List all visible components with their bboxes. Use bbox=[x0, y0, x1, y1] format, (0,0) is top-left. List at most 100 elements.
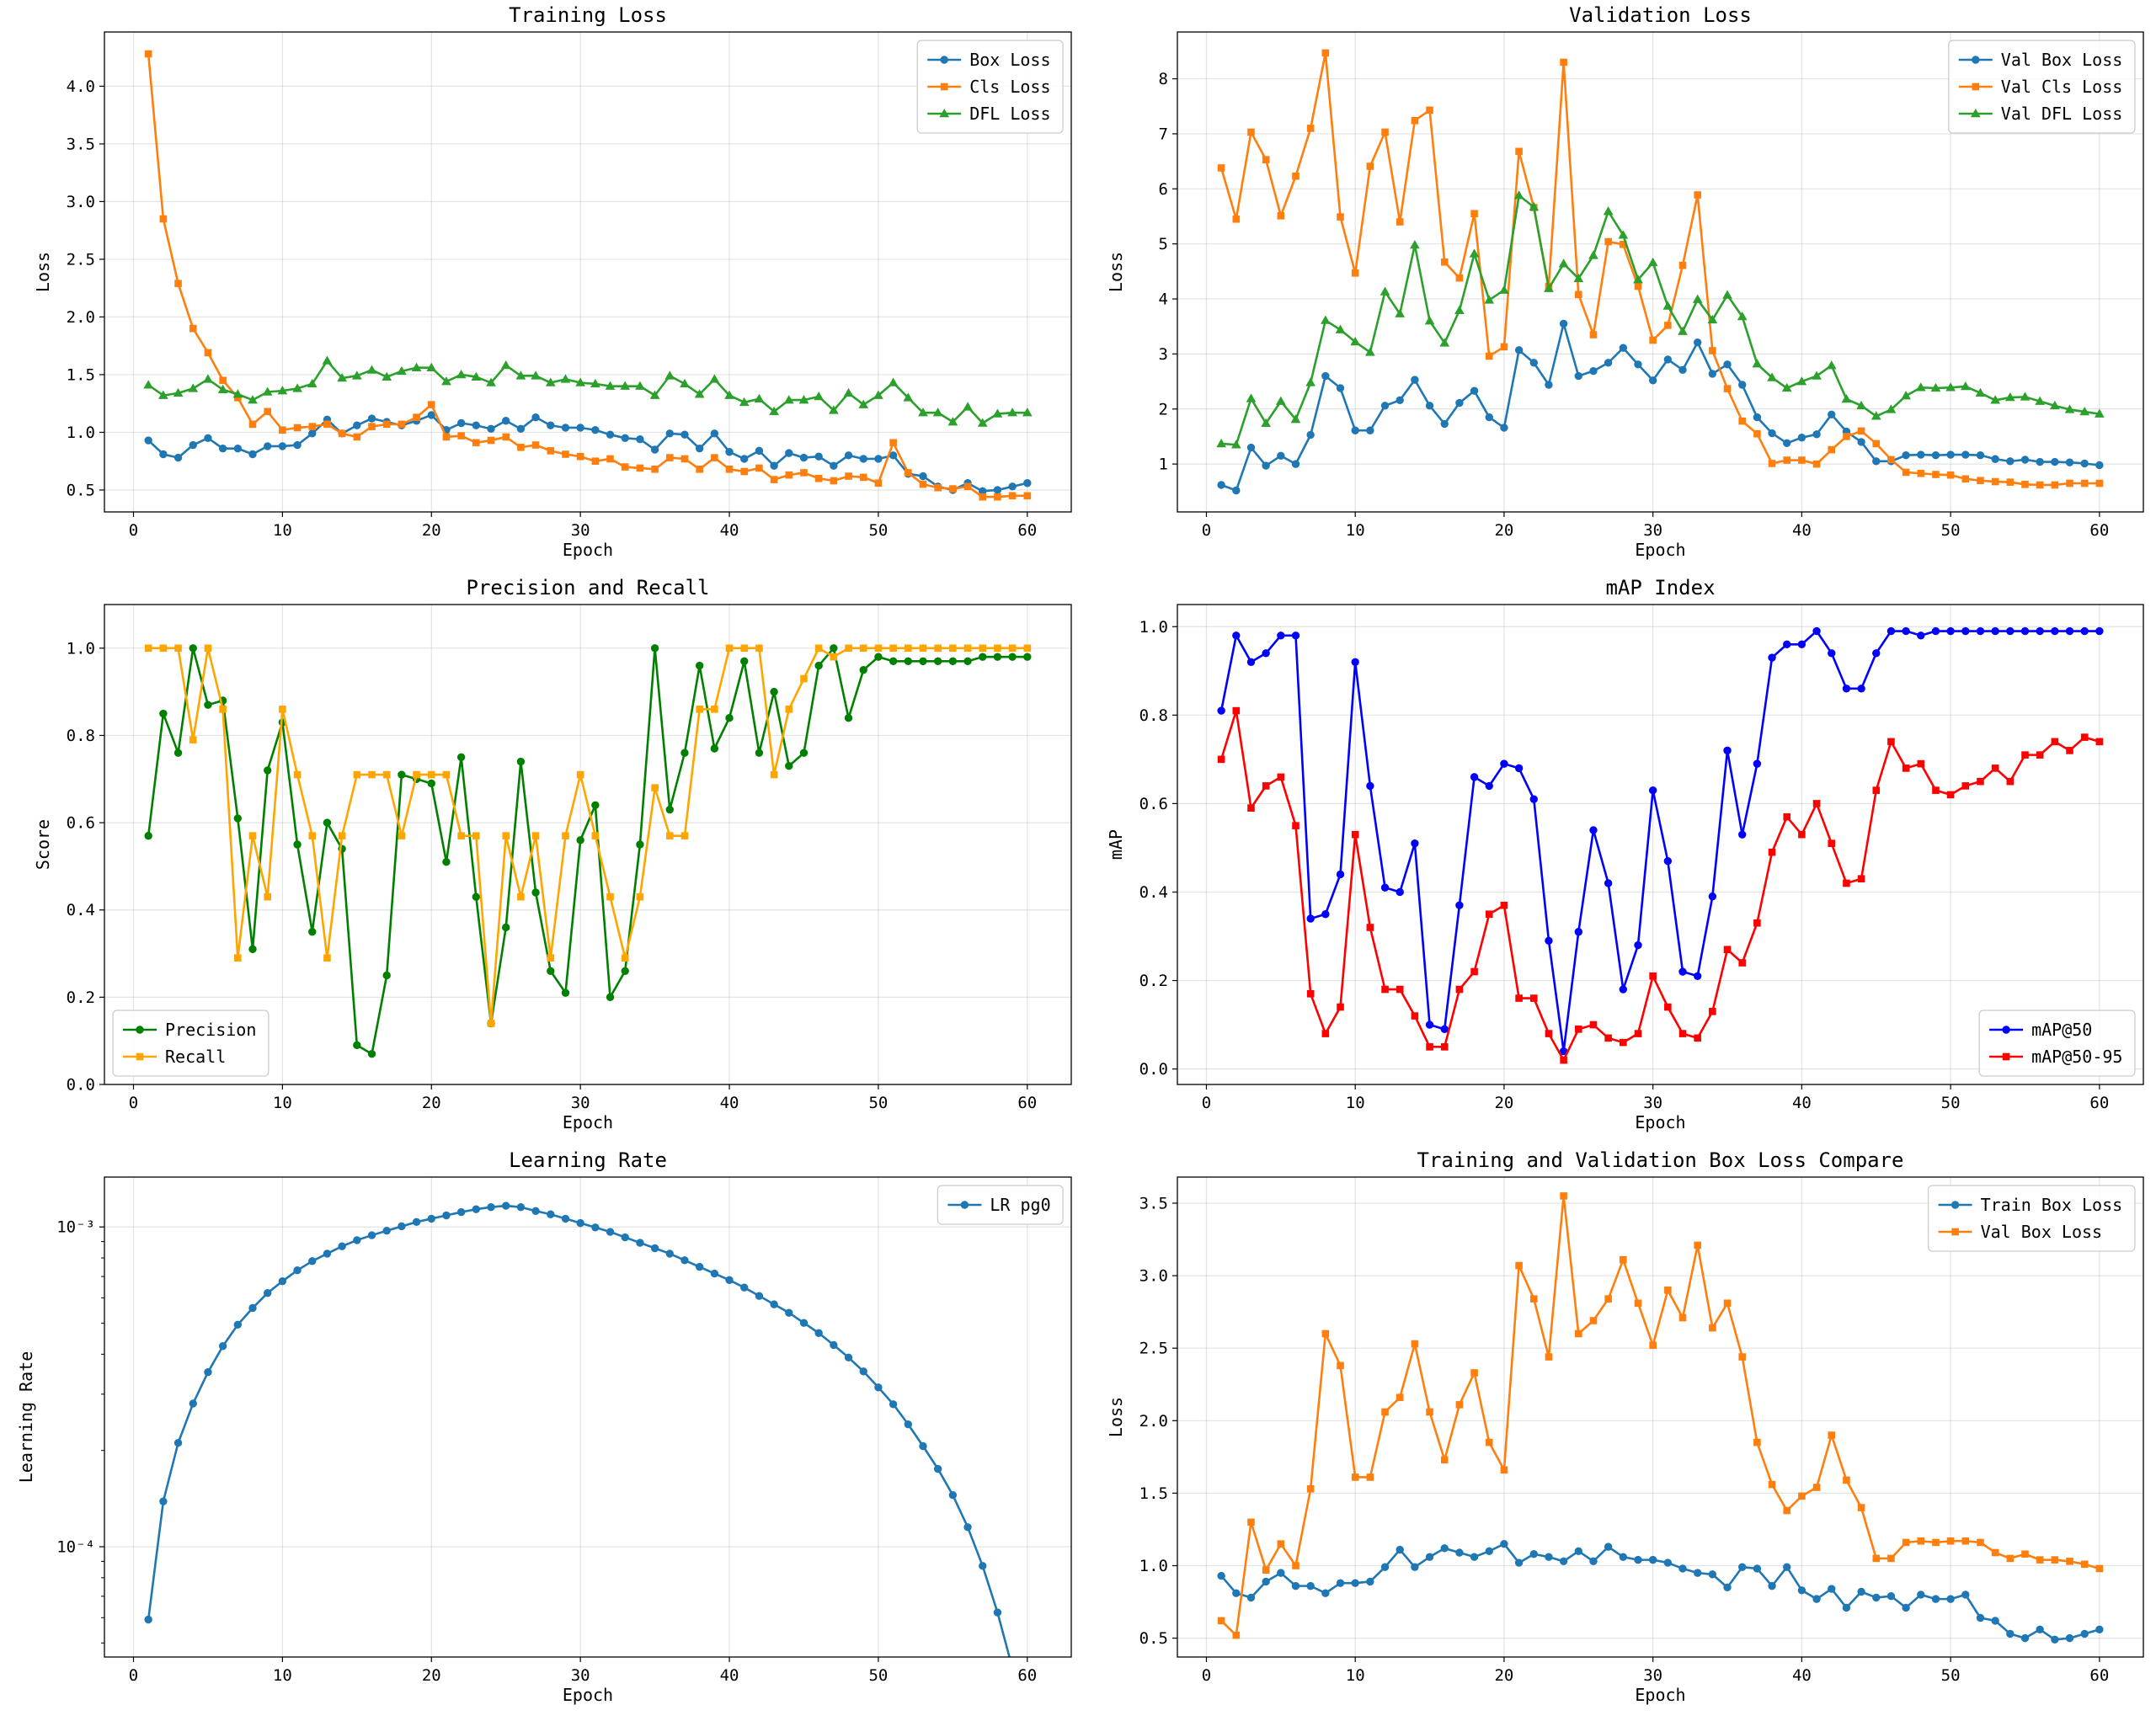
data-point bbox=[665, 1249, 674, 1258]
data-point bbox=[2006, 626, 2015, 636]
data-point bbox=[755, 464, 763, 472]
legend-label: mAP@50-95 bbox=[2031, 1047, 2122, 1067]
series-val-dfl-loss bbox=[1216, 190, 2105, 449]
data-point bbox=[531, 370, 541, 380]
data-point bbox=[353, 770, 361, 779]
data-point bbox=[248, 395, 258, 404]
legend-swatch-marker bbox=[2002, 1052, 2010, 1061]
data-point bbox=[144, 436, 152, 445]
data-point bbox=[1277, 1569, 1285, 1577]
y-axis-label: Loss bbox=[33, 252, 53, 292]
data-point bbox=[413, 770, 420, 779]
data-point bbox=[755, 446, 764, 456]
data-point bbox=[1574, 1547, 1582, 1555]
data-point bbox=[1977, 477, 1984, 485]
data-point bbox=[2095, 408, 2105, 418]
data-point bbox=[1321, 1030, 1330, 1037]
data-point bbox=[1961, 1590, 1970, 1599]
data-point bbox=[709, 374, 720, 383]
data-point bbox=[368, 423, 376, 430]
data-point bbox=[1292, 822, 1299, 829]
data-point bbox=[1366, 781, 1374, 791]
data-point bbox=[1738, 830, 1747, 839]
data-point bbox=[1217, 1571, 1225, 1580]
data-point bbox=[1887, 456, 1895, 464]
data-point bbox=[442, 433, 451, 441]
data-point bbox=[1872, 1593, 1881, 1602]
y-tick-label: 7 bbox=[1159, 125, 1168, 143]
data-point bbox=[799, 453, 808, 462]
data-point bbox=[1917, 450, 1925, 459]
data-point bbox=[889, 657, 898, 666]
data-point bbox=[1634, 1299, 1642, 1308]
data-point bbox=[2006, 457, 2015, 466]
validation-loss-chart: 0 10 20 30 40 50 60 1 2 3 4 5 6 7 8 Validation Loss Epoc… bbox=[1106, 3, 2144, 560]
data-point bbox=[1841, 393, 1852, 403]
data-point bbox=[1753, 759, 1762, 768]
data-point bbox=[2095, 626, 2104, 636]
data-point bbox=[1306, 1484, 1315, 1493]
data-point bbox=[1008, 492, 1017, 500]
data-point bbox=[1485, 413, 1493, 422]
data-point bbox=[1023, 479, 1032, 488]
data-point bbox=[696, 706, 703, 713]
data-point bbox=[1753, 1438, 1761, 1447]
data-point bbox=[903, 392, 914, 402]
data-point bbox=[1411, 1012, 1419, 1020]
data-point bbox=[785, 762, 793, 770]
data-point bbox=[1470, 773, 1479, 781]
data-point bbox=[2065, 1633, 2074, 1643]
training-loss-chart: 0 10 20 30 40 50 60 0.5 1.0 1.5 2.0 2.5 3.0 3.5 4.0 Tra… bbox=[33, 3, 1072, 560]
data-point bbox=[1485, 910, 1493, 919]
data-point bbox=[591, 832, 600, 839]
x-tick-label: 10 bbox=[1346, 521, 1365, 540]
data-point bbox=[353, 421, 361, 429]
y-tick-label: 4.0 bbox=[67, 77, 95, 96]
data-point bbox=[785, 706, 793, 713]
data-point bbox=[1007, 408, 1017, 417]
data-point bbox=[1812, 626, 1821, 636]
y-tick-label: 8 bbox=[1159, 70, 1168, 88]
legend: LR pg0 bbox=[937, 1185, 1064, 1225]
x-tick-label: 0 bbox=[129, 1094, 138, 1112]
data-point bbox=[919, 1441, 927, 1451]
data-point bbox=[1843, 433, 1850, 440]
data-point bbox=[1648, 376, 1657, 385]
data-point bbox=[1932, 1538, 1940, 1547]
data-point bbox=[740, 467, 749, 476]
data-point bbox=[279, 706, 286, 713]
data-point bbox=[1514, 346, 1524, 354]
data-point bbox=[1857, 1504, 1865, 1511]
data-point bbox=[889, 1400, 898, 1409]
data-point bbox=[398, 1222, 406, 1231]
data-point bbox=[2065, 458, 2074, 466]
data-point bbox=[1515, 147, 1523, 156]
data-point bbox=[1604, 359, 1613, 367]
data-point bbox=[695, 444, 704, 453]
x-tick-label: 30 bbox=[571, 521, 590, 540]
data-point bbox=[680, 749, 689, 757]
data-point bbox=[858, 399, 869, 408]
data-point bbox=[1619, 985, 1628, 994]
data-point bbox=[621, 463, 629, 471]
data-point bbox=[1828, 1585, 1836, 1593]
data-point bbox=[144, 831, 152, 840]
data-point bbox=[398, 770, 406, 779]
data-point bbox=[353, 433, 361, 441]
data-point bbox=[830, 653, 838, 661]
data-point bbox=[2051, 1635, 2059, 1644]
data-point bbox=[591, 457, 600, 466]
data-point bbox=[2080, 1629, 2089, 1638]
data-point bbox=[1678, 326, 1688, 335]
data-point bbox=[694, 389, 705, 398]
data-point bbox=[1560, 58, 1567, 67]
series-lr-pg0 bbox=[144, 1202, 1011, 1657]
data-point bbox=[755, 644, 763, 653]
data-point bbox=[1738, 1563, 1747, 1571]
data-point bbox=[770, 1300, 778, 1308]
data-point bbox=[800, 469, 808, 477]
data-point bbox=[173, 1439, 183, 1447]
data-point bbox=[1678, 967, 1687, 976]
data-point bbox=[1440, 1025, 1449, 1034]
data-point bbox=[888, 377, 899, 386]
